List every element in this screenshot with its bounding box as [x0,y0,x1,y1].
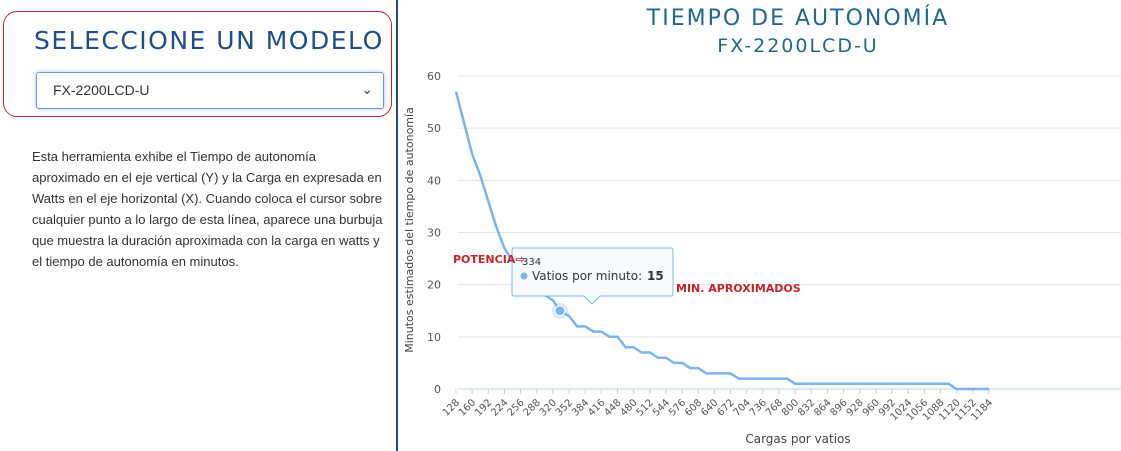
chevron-down-icon: ⌄ [361,82,373,98]
y-tick-label: 50 [427,122,441,135]
chart-title: TIEMPO DE AUTONOMÍA [646,6,950,31]
model-select[interactable]: FX-2200LCD-U ⌄ [36,72,384,109]
y-tick-label: 20 [427,279,441,292]
grid [458,75,1121,390]
potencia-annotation: POTENCIA⇨ [453,253,525,266]
y-axis-label: Minutos estimados del tiempo de autonomí… [403,107,416,353]
tooltip-series-label: Vatios por minuto: [532,269,642,283]
x-axis-label: Cargas por vatios [745,432,850,446]
chart-subtitle: FX-2200LCD-U [717,35,879,57]
y-tick-label: 0 [434,383,441,396]
model-selector-title: SELECCIONE UN MODELO [34,26,384,55]
runtime-chart[interactable]: 0 10 20 30 40 50 60 12816019222425628832035238… [398,0,1121,451]
tooltip-box [511,247,674,305]
y-tick-label: 40 [427,174,441,187]
y-axis-ticks: 0 10 20 30 40 50 60 [427,70,441,396]
x-axis-ticks: 1281601922242562883203523844164484805125… [441,389,995,423]
tooltip-series-marker [520,272,528,280]
vertical-divider [396,0,398,451]
tooltip-y-value: 15 [647,269,664,283]
model-select-value: FX-2200LCD-U [53,82,150,98]
y-tick-label: 30 [427,227,441,240]
model-selector-box: SELECCIONE UN MODELO FX-2200LCD-U ⌄ [3,11,392,117]
left-panel: SELECCIONE UN MODELO FX-2200LCD-U ⌄ Esta… [0,0,396,451]
tool-description: Esta herramienta exhibe el Tiempo de aut… [32,149,383,269]
tooltip-x-value: 334 [522,257,541,268]
tooltip: 334 Vatios por minuto: 15 [511,247,674,305]
series-line [454,91,989,391]
min-aproximados-annotation: MIN. APROXIMADOS [676,282,801,295]
chart-area: TIEMPO DE AUTONOMÍA FX-2200LCD-U 0 10 20 30… [398,0,1121,451]
y-tick-label: 10 [427,331,441,344]
highlight-point[interactable] [554,305,566,317]
y-tick-label: 60 [427,70,441,83]
